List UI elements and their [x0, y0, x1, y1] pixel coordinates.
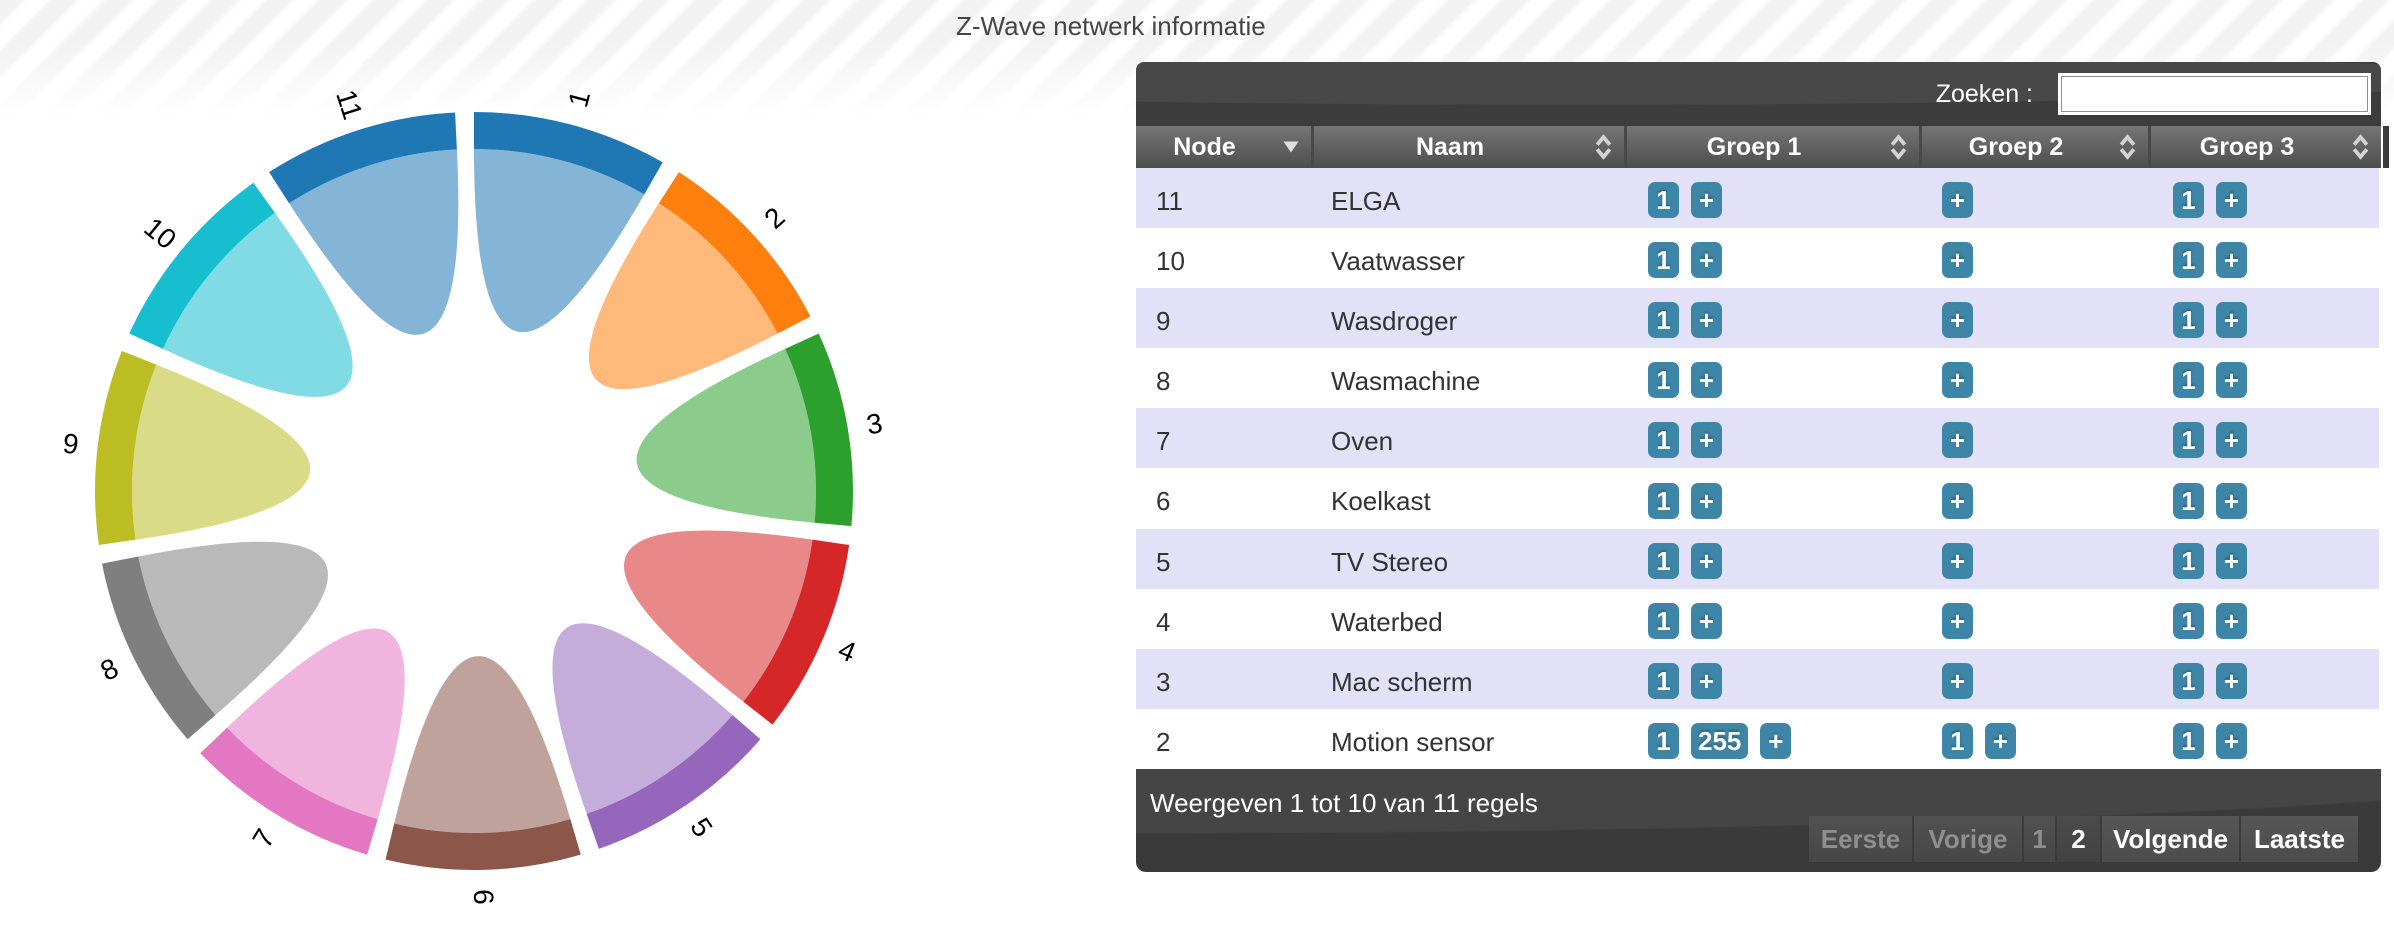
svg-text:8: 8 [95, 652, 123, 687]
svg-text:3: 3 [864, 407, 885, 440]
svg-text:7: 7 [246, 824, 281, 853]
svg-text:1: 1 [562, 87, 596, 110]
svg-text:11: 11 [330, 86, 368, 123]
svg-text:2: 2 [758, 201, 790, 234]
svg-text:10: 10 [138, 211, 182, 255]
svg-text:6: 6 [468, 889, 499, 905]
svg-text:4: 4 [834, 634, 860, 669]
svg-text:9: 9 [61, 428, 80, 461]
svg-text:5: 5 [684, 812, 718, 842]
